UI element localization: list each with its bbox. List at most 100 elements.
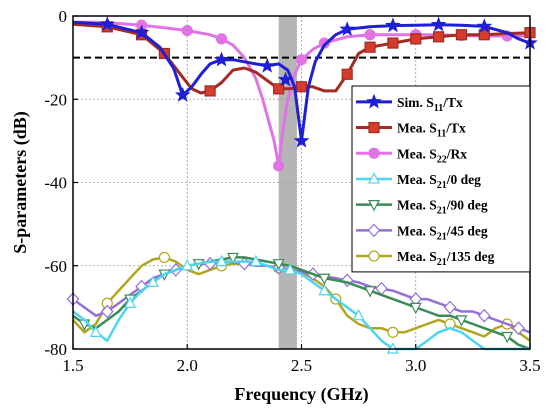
- legend-label-main: Mea. S: [397, 223, 437, 238]
- data-point-marker: [181, 258, 194, 271]
- legend-label-sub: 21: [437, 231, 447, 242]
- legend-label-main: Mea. S: [397, 249, 437, 264]
- data-point-marker: [215, 254, 228, 267]
- data-point-marker: [512, 321, 525, 336]
- legend-entry: Mea. S21/90 deg: [356, 198, 488, 217]
- legend-label-tail: /Tx: [442, 95, 463, 110]
- legend-label-sub: 11: [437, 129, 446, 140]
- data-point-marker: [318, 273, 331, 286]
- legend-label-sub: 21: [437, 206, 447, 217]
- data-point-marker: [89, 325, 102, 337]
- legend-label-main: Mea. S: [397, 121, 437, 136]
- data-point-marker: [273, 83, 285, 95]
- data-point-marker: [226, 252, 239, 265]
- data-point-marker: [133, 24, 150, 40]
- legend-label-tail: /135 deg: [446, 249, 495, 264]
- legend-label-sub: 21: [437, 180, 447, 191]
- y-tick-label: -60: [44, 257, 67, 276]
- data-point-marker: [146, 275, 159, 287]
- x-tick-label: 1.5: [62, 356, 83, 375]
- data-point-marker: [341, 68, 353, 80]
- data-point-marker: [364, 286, 377, 298]
- data-point-marker: [174, 86, 191, 102]
- legend-label-main: Mea. S: [397, 172, 437, 187]
- data-point-marker: [318, 283, 331, 296]
- legend-label-tail: /Tx: [445, 121, 466, 136]
- data-point-marker: [99, 16, 116, 31]
- legend-label: Mea. S11/Tx: [397, 121, 466, 140]
- legend-label: Mea. S21/0 deg: [397, 172, 481, 191]
- legend-label-sub: 11: [434, 103, 443, 114]
- legend-swatch-marker: [368, 200, 380, 212]
- series-group: [66, 16, 538, 354]
- data-point-marker: [385, 17, 401, 33]
- data-point-marker: [387, 37, 399, 49]
- legend-entry: Mea. S21/135 deg: [356, 249, 495, 268]
- y-tick-label: -40: [44, 174, 67, 193]
- legend-label-tail: /90 deg: [446, 198, 488, 213]
- x-tick-label: 2.0: [177, 356, 198, 375]
- data-point-marker: [215, 33, 228, 45]
- legend-swatch-marker: [368, 250, 380, 262]
- legend-label-main: Sim. S: [397, 95, 434, 110]
- series-line: [72, 22, 531, 95]
- data-point-marker: [158, 251, 170, 264]
- data-point-marker: [181, 24, 193, 37]
- y-tick-label: -20: [44, 90, 67, 109]
- data-point-marker: [433, 31, 445, 43]
- data-point-marker: [455, 29, 468, 41]
- legend-swatch-marker: [368, 172, 380, 184]
- data-point-marker: [410, 33, 422, 45]
- legend-label: Mea. S21/90 deg: [397, 198, 488, 217]
- y-tick-label: 0: [59, 7, 68, 26]
- legend-swatch-marker: [368, 147, 380, 159]
- legend-entry: Mea. S11/Tx: [356, 121, 466, 140]
- legend-entry: Mea. S21/0 deg: [356, 172, 481, 191]
- data-point-marker: [387, 326, 399, 338]
- series-mea-s21-45-deg: [66, 256, 531, 336]
- data-point-marker: [249, 254, 262, 267]
- legend-label: Sim. S11/Tx: [397, 95, 463, 114]
- legend-label: Mea. S21/135 deg: [397, 249, 495, 268]
- data-point-marker: [443, 300, 457, 315]
- legend-entry: Mea. S22/Rx: [356, 146, 467, 165]
- data-point-marker: [273, 160, 285, 172]
- data-point-marker: [339, 21, 355, 36]
- data-point-marker: [259, 57, 276, 73]
- legend-entry: Sim. S11/Tx: [356, 93, 463, 114]
- legend-label: Mea. S22/Rx: [397, 146, 467, 165]
- data-point-marker: [272, 259, 285, 271]
- data-point-marker: [501, 331, 514, 344]
- legend-swatch-marker: [368, 121, 380, 134]
- data-point-marker: [477, 308, 491, 323]
- y-tick-label: -80: [44, 340, 67, 359]
- x-axis-ticks: 1.5 2.0 2.5 3.0 3.5: [62, 344, 541, 375]
- series-mea-s21-135-deg: [72, 251, 531, 342]
- data-point-marker: [295, 81, 308, 93]
- x-tick-label: 3.0: [405, 356, 426, 375]
- data-point-marker: [124, 296, 137, 308]
- data-point-marker: [364, 29, 376, 41]
- x-axis-label: Frequency (GHz): [234, 384, 368, 405]
- legend-label-main: Mea. S: [397, 146, 437, 161]
- data-point-marker: [364, 41, 376, 53]
- legend-label: Mea. S21/45 deg: [397, 223, 488, 242]
- legend-label-tail: /45 deg: [446, 223, 488, 238]
- legend-label-tail: /0 deg: [446, 172, 481, 187]
- y-axis-ticks: 0 -20 -40 -60 -80: [44, 7, 78, 359]
- data-point-marker: [100, 304, 114, 319]
- data-point-marker: [430, 16, 447, 32]
- legend-swatch-marker: [366, 93, 382, 109]
- series-mea-s21-0-deg: [72, 254, 530, 354]
- data-point-marker: [476, 18, 493, 34]
- legend-label-main: Mea. S: [397, 198, 437, 213]
- data-point-marker: [455, 315, 468, 327]
- legend-entry: Mea. S21/45 deg: [356, 223, 488, 242]
- legend-label-sub: 22: [437, 154, 447, 165]
- data-point-marker: [204, 85, 216, 97]
- data-point-marker: [295, 54, 308, 66]
- y-axis-label: S-parameters (dB): [10, 111, 31, 253]
- data-point-marker: [284, 263, 297, 275]
